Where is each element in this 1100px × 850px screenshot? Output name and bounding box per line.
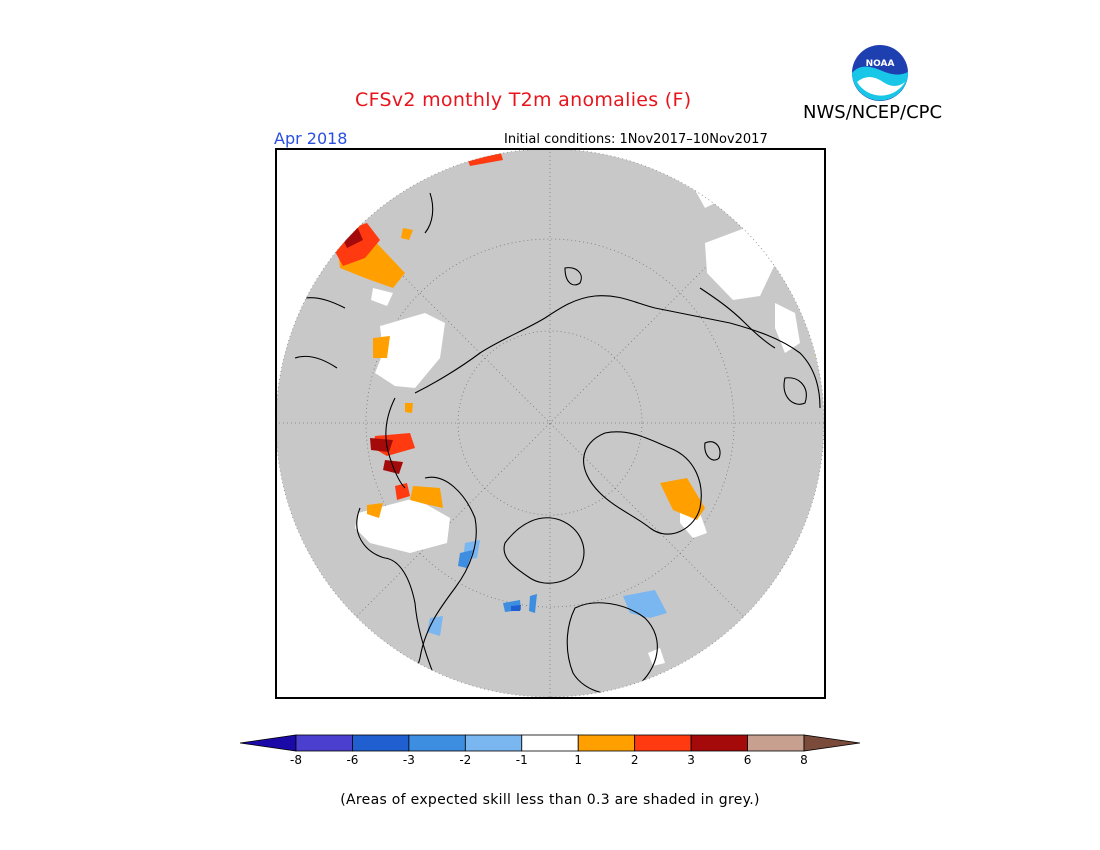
polar-anomaly-map — [275, 148, 826, 699]
legend-tick-label: 1 — [574, 753, 583, 767]
initial-conditions: Initial conditions: 1Nov2017–10Nov2017 — [504, 132, 768, 147]
skill-mask — [276, 149, 824, 697]
legend-arrow-high — [803, 734, 860, 752]
legend-tick-label: -2 — [459, 753, 472, 767]
legend-tick-label: -3 — [402, 753, 415, 767]
legend-arrow-low — [240, 734, 297, 752]
legend-tick-label: -6 — [346, 753, 359, 767]
legend-swatch — [295, 734, 353, 752]
noaa-logo-icon: NOAA — [850, 43, 910, 103]
legend-swatch — [690, 734, 748, 752]
coastlines — [294, 192, 821, 697]
legend-swatch — [408, 734, 466, 752]
logo-text: NOAA — [866, 59, 895, 69]
legend-swatch — [577, 734, 636, 752]
anomaly-cool-3-6 — [511, 605, 521, 611]
forecast-month: Apr 2018 — [274, 129, 348, 148]
legend-swatch — [521, 734, 579, 752]
map-frame — [275, 148, 826, 699]
legend-tick-label: -8 — [290, 753, 302, 767]
legend-tick-label: 2 — [630, 753, 639, 767]
legend-swatch — [747, 734, 805, 752]
graticule — [276, 149, 824, 697]
legend-swatch — [352, 734, 410, 752]
agency-label: NWS/NCEP/CPC — [803, 102, 943, 123]
color-legend-bar — [240, 734, 860, 752]
legend-tick-label: 8 — [800, 753, 808, 767]
legend-tick-label: 3 — [687, 753, 695, 767]
legend-swatch — [634, 734, 692, 752]
anomaly-near-zero — [355, 190, 800, 666]
legend-tick-label: -1 — [515, 753, 528, 767]
legend-tick-label: 6 — [743, 753, 752, 767]
legend-swatch — [464, 734, 523, 752]
skill-footnote: (Areas of expected skill less than 0.3 a… — [340, 792, 760, 808]
map-title: CFSv2 monthly T2m anomalies (F) — [355, 89, 692, 111]
